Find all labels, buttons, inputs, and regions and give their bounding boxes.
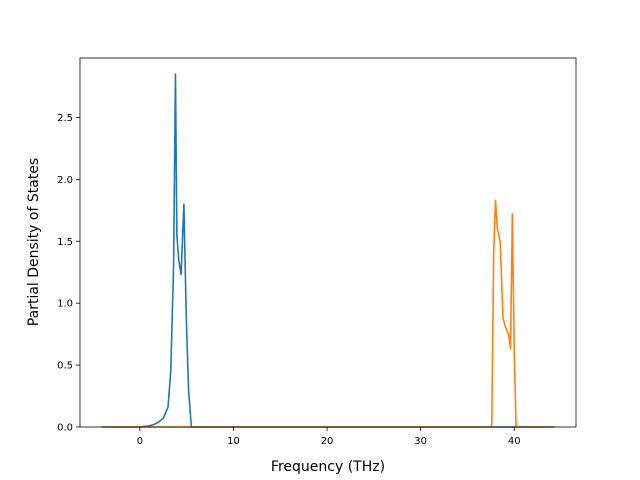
x-tick-label: 30 <box>414 436 427 447</box>
y-tick-label: 0.0 <box>57 423 73 434</box>
y-tick-label: 2.5 <box>57 113 73 124</box>
x-tick-label: 10 <box>227 436 240 447</box>
series-line-2 <box>101 199 555 428</box>
x-axis-label: Frequency (THz) <box>271 459 385 475</box>
x-axis-ticks: 0 10 20 30 40 <box>137 427 521 447</box>
y-tick-label: 1.5 <box>57 237 73 248</box>
y-tick-label: 1.0 <box>57 299 73 310</box>
y-tick-label: 2.0 <box>57 175 73 186</box>
x-tick-label: 0 <box>137 436 143 447</box>
y-axis-label: Partial Density of States <box>26 158 42 326</box>
series-line-1 <box>101 73 555 428</box>
x-tick-label: 40 <box>508 436 521 447</box>
x-tick-label: 20 <box>321 436 334 447</box>
series-layer <box>101 73 555 428</box>
plot-frame <box>79 57 577 428</box>
y-axis-ticks: 0.0 0.5 1.0 1.5 2.0 2.5 <box>57 113 80 434</box>
y-tick-label: 0.5 <box>57 361 73 372</box>
